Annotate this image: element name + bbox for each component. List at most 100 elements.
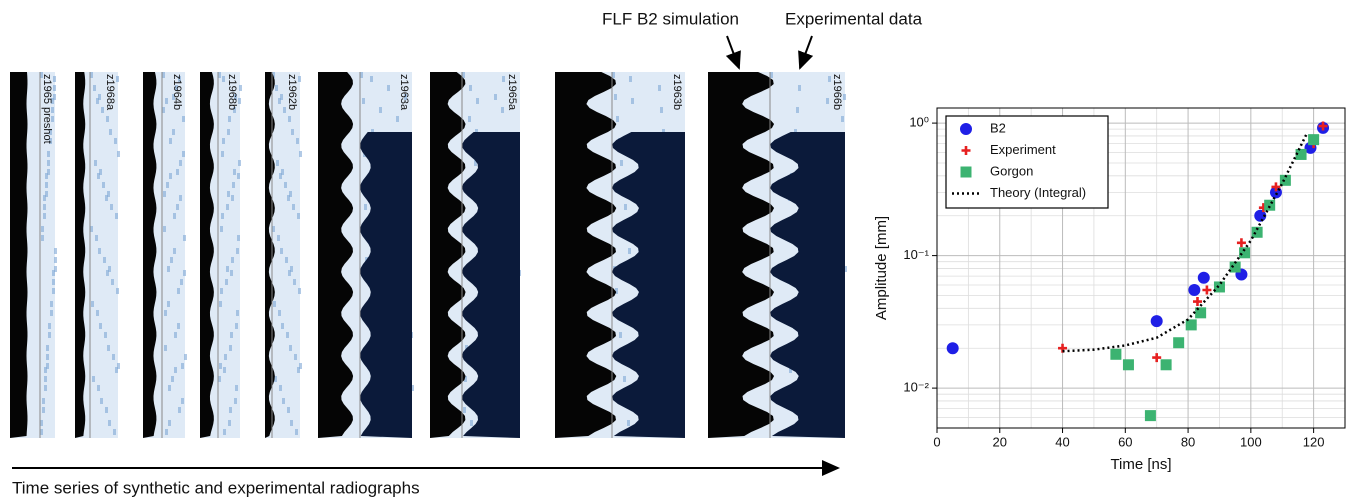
speckle [226,266,229,272]
speckle [411,385,414,391]
speckle [99,169,102,175]
speckle [229,407,232,413]
speckle [182,116,185,122]
speckle [182,151,185,157]
speckle [184,354,187,360]
speckle [40,429,43,435]
speckle [294,354,297,360]
speckle [279,173,282,179]
legend-marker [960,166,972,178]
speckle [292,204,295,210]
data-point [1185,319,1197,331]
speckle [238,98,241,104]
speckle [104,332,107,338]
speckle [180,279,183,285]
speckle [117,151,120,157]
speckle [290,420,293,426]
speckle [276,160,279,166]
speckle [163,226,166,232]
speckle [370,76,373,82]
speckle [99,323,102,329]
speckle [494,94,497,100]
speckle [283,107,286,113]
speckle [162,107,165,113]
data-point [1110,348,1122,360]
speckle [164,310,167,316]
data-point [1236,238,1246,248]
speckle [106,270,109,276]
speckle [474,160,477,166]
speckle [629,76,632,82]
speckle [396,116,399,122]
speckle [45,182,48,188]
speckle [54,257,57,263]
speckle [183,235,186,241]
data-point [1318,121,1328,131]
speckle [112,354,115,360]
speckle [90,226,93,232]
speckle [50,310,53,316]
speckle [100,398,103,404]
speckle [113,429,116,435]
data-point [1197,271,1210,284]
speckle [289,191,292,197]
speckle [279,385,282,391]
speckle [44,376,47,382]
speckle [295,429,298,435]
speckle [226,204,229,210]
data-point [1271,182,1281,192]
speckle [789,367,792,373]
speckle [181,363,184,369]
speckle [105,407,108,413]
data-point [1239,247,1251,259]
speckle [177,288,180,294]
speckle [91,301,94,307]
speckle [168,385,171,391]
speckle [218,72,221,78]
speckle [41,226,44,232]
speckle [616,116,619,122]
speckle [225,279,228,285]
speckle [828,76,831,82]
speckle [233,169,236,175]
strip-label: z1964b [171,74,183,110]
speckle [235,385,238,391]
speckle [236,248,239,254]
data-point [1173,337,1185,349]
speckle [97,173,100,179]
speckle [47,151,50,157]
speckle [624,204,627,210]
annotation-arrow [798,35,814,70]
legend-label: B2 [990,120,1006,135]
data-point [1195,307,1207,319]
speckle [239,85,242,91]
radiograph-dark [143,72,157,438]
speckle [116,76,119,82]
speckle [796,107,799,113]
speckle [227,191,230,197]
speckle [464,376,467,382]
speckle [46,345,49,351]
speckle [620,160,623,166]
speckle [219,363,222,369]
data-point [1160,359,1172,371]
speckle [178,407,181,413]
speckle [98,248,101,254]
x-tick-label: 100 [1240,434,1262,449]
speckle [233,107,236,113]
speckle [843,94,846,100]
strip-label: z1963a [398,74,410,111]
speckle [286,332,289,338]
speckle [48,332,51,338]
speckle [234,94,237,100]
speckle [826,98,829,104]
speckle [93,85,96,91]
speckle [43,213,46,219]
strip-label: z1968b [226,74,238,110]
speckle [42,398,45,404]
speckle [379,107,382,113]
speckle [47,169,50,175]
speckle [174,367,177,373]
data-point [1202,285,1212,295]
